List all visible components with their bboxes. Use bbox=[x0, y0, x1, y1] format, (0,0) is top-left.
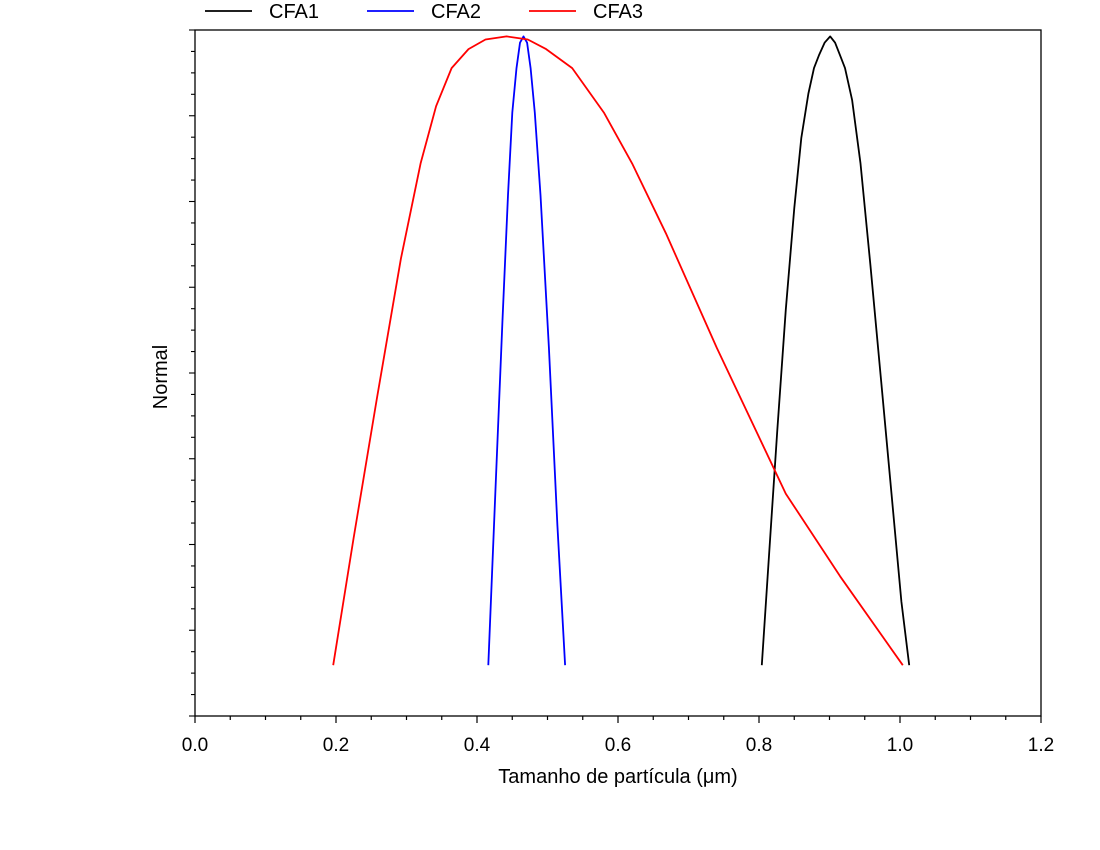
x-axis-label: Tamanho de partícula (μm) bbox=[498, 766, 737, 788]
x-tick-label: 0.0 bbox=[182, 735, 208, 756]
legend: CFA1 CFA2 CFA3 bbox=[205, 1, 643, 23]
x-tick-label: 1.2 bbox=[1028, 735, 1054, 756]
x-axis-ticks: 0.0 0.2 0.4 0.6 0.8 1.0 1.2 bbox=[182, 716, 1054, 756]
series-layer bbox=[332, 35, 911, 666]
legend-label-cfa3: CFA3 bbox=[593, 1, 643, 23]
series-line-cfa2 bbox=[487, 35, 566, 666]
x-tick-label: 0.2 bbox=[323, 735, 349, 756]
series-line-cfa3 bbox=[332, 35, 904, 666]
series-line-cfa1 bbox=[760, 35, 911, 666]
x-tick-label: 0.6 bbox=[605, 735, 631, 756]
legend-label-cfa1: CFA1 bbox=[269, 1, 319, 23]
y-axis-ticks bbox=[189, 29, 195, 717]
y-axis-label: Normal bbox=[150, 345, 172, 409]
plot-frame bbox=[194, 29, 1042, 717]
legend-label-cfa2: CFA2 bbox=[431, 1, 481, 23]
x-tick-label: 1.0 bbox=[887, 735, 913, 756]
x-tick-label: 0.8 bbox=[746, 735, 772, 756]
x-tick-label: 0.4 bbox=[464, 735, 491, 756]
